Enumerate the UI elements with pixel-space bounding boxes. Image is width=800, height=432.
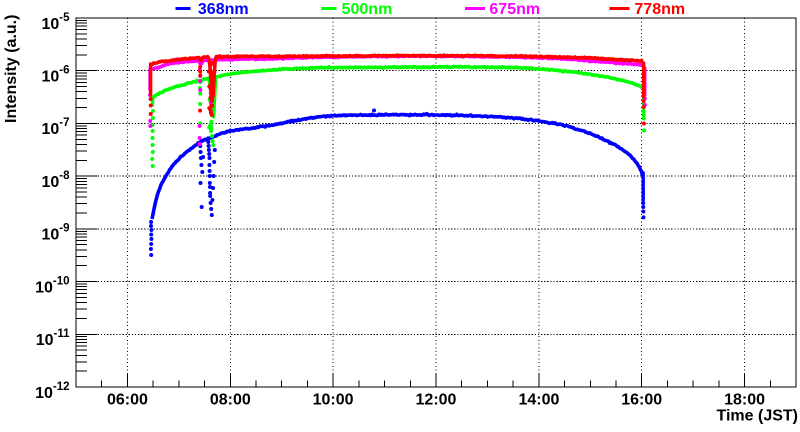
svg-text:16:00: 16:00 bbox=[621, 392, 662, 409]
svg-text:500nm: 500nm bbox=[342, 1, 393, 18]
svg-text:778nm: 778nm bbox=[634, 1, 685, 18]
svg-text:14:00: 14:00 bbox=[518, 392, 559, 409]
svg-text:675nm: 675nm bbox=[489, 1, 540, 18]
svg-text:08:00: 08:00 bbox=[210, 392, 251, 409]
svg-text:368nm: 368nm bbox=[198, 1, 249, 18]
svg-text:12:00: 12:00 bbox=[416, 392, 457, 409]
svg-text:Intensity (a.u.): Intensity (a.u.) bbox=[3, 15, 20, 123]
svg-text:18:00: 18:00 bbox=[724, 392, 765, 409]
svg-text:06:00: 06:00 bbox=[107, 392, 148, 409]
svg-text:Time (JST): Time (JST) bbox=[717, 408, 799, 425]
svg-text:10:00: 10:00 bbox=[313, 392, 354, 409]
